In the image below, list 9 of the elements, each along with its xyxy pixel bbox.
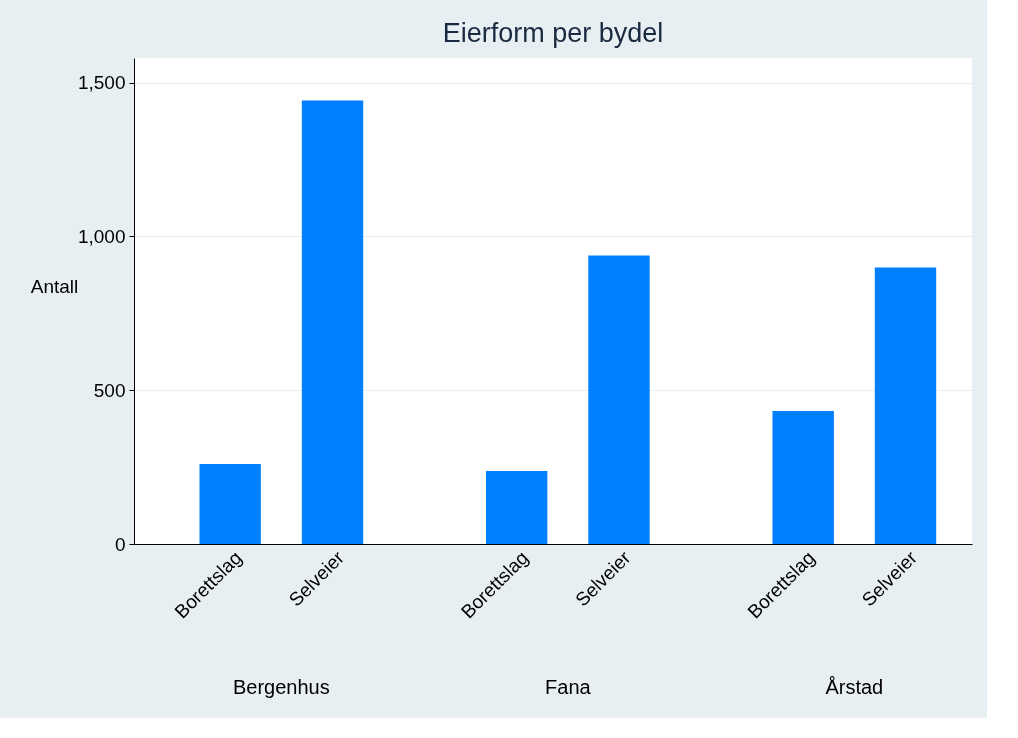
text: Årstad (825, 676, 884, 698)
text: Bergenhus (232, 676, 330, 698)
text: Fana (545, 676, 592, 698)
y-tick-label: 500 (93, 379, 126, 401)
chart-title: Eierform per bydel (442, 18, 664, 48)
y-axis-title: Antall (30, 275, 79, 297)
y-tick-label: 1,000 (77, 225, 126, 247)
y-tick-label: 0 (114, 533, 126, 555)
y-tick-label: 1,500 (77, 72, 126, 94)
